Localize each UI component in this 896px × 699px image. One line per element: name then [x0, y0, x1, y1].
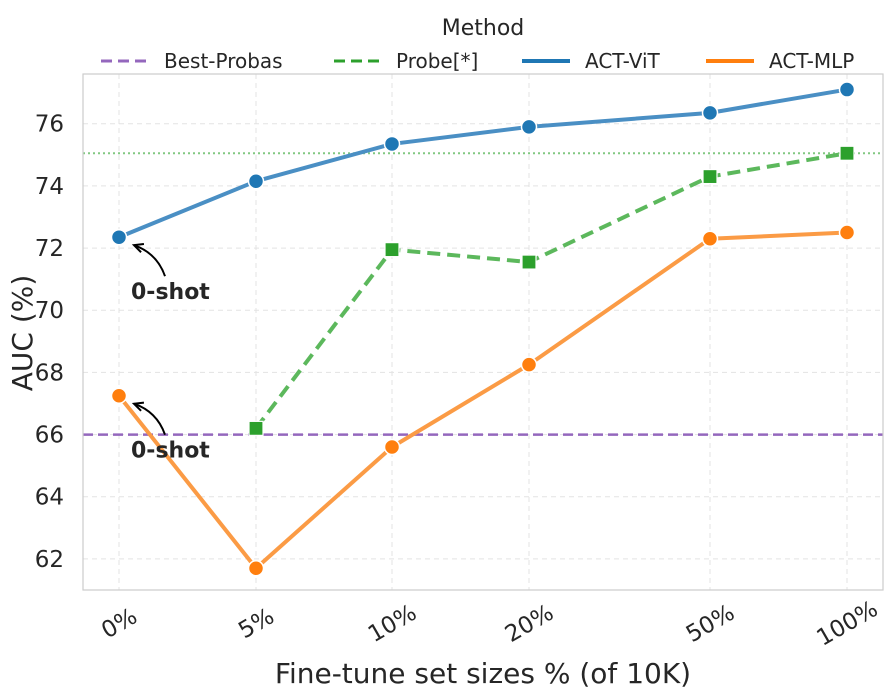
probe-point [702, 168, 718, 185]
probe-point [384, 242, 400, 258]
act-vit-point [383, 135, 401, 153]
legend: Method Best-Probas Probe[*] ACT-ViT ACT-MLP [101, 16, 854, 73]
annotation-arrowhead [131, 243, 145, 253]
x-tick-label: 20% [501, 600, 558, 648]
y-tick-label: 62 [35, 547, 64, 573]
grid [83, 74, 883, 590]
annotation-arrow [133, 402, 166, 436]
x-tick-label: 10% [364, 600, 421, 648]
act-vit-line [117, 87, 849, 240]
legend-entry-label: ACT-MLP [769, 49, 854, 73]
y-tick-label: 76 [35, 112, 64, 138]
probe-point [248, 420, 264, 436]
probe-point [839, 145, 855, 161]
reference-lines [83, 152, 883, 436]
act-vit-point [520, 118, 538, 136]
annotations: 0-shot 0-shot [131, 243, 210, 464]
y-tick-label: 66 [35, 423, 64, 449]
y-axis-title: AUC (%) [6, 275, 39, 392]
act-vit-point [701, 104, 719, 122]
probe-line [254, 151, 848, 430]
y-tick-label: 74 [35, 174, 64, 200]
x-axis-title: Fine-tune set sizes % (of 10K) [275, 657, 691, 690]
annotation-arrow [133, 244, 166, 277]
act-mlp-point [520, 356, 538, 373]
x-tick-label: 0% [97, 603, 142, 644]
series-markers [110, 81, 856, 577]
x-tick-label: 100% [813, 596, 883, 651]
x-tick-label: 50% [682, 600, 739, 648]
y-tick-label: 70 [35, 298, 64, 324]
legend-title: Method [442, 16, 525, 41]
legend-entry-label: Probe[*] [396, 49, 478, 73]
act-mlp-point [110, 387, 128, 404]
y-tick-label: 64 [35, 485, 64, 511]
x-tick-label: 5% [234, 603, 279, 644]
annotation-label: 0-shot [131, 280, 210, 305]
axis-ticks: 62 64 66 68 70 72 74 76 0% 5% 10% 20% 50% 100% [35, 112, 883, 652]
probe-point [521, 254, 537, 270]
act-mlp-point [838, 224, 856, 241]
y-tick-label: 72 [35, 236, 64, 262]
act-mlp-point [701, 230, 719, 247]
annotation-arrowhead [131, 401, 145, 412]
act-vit-point [838, 81, 856, 98]
y-tick-label: 68 [35, 360, 64, 386]
act-mlp-point [383, 438, 401, 456]
plot-frame [82, 73, 884, 591]
legend-entry-label: Best-Probas [164, 49, 283, 73]
annotation-label: 0-shot [131, 439, 210, 464]
act-mlp-point [247, 559, 265, 577]
act-vit-point [247, 172, 265, 190]
act-vit-point [110, 228, 128, 246]
legend-entry-label: ACT-ViT [585, 49, 661, 73]
act-mlp-line [117, 230, 849, 571]
